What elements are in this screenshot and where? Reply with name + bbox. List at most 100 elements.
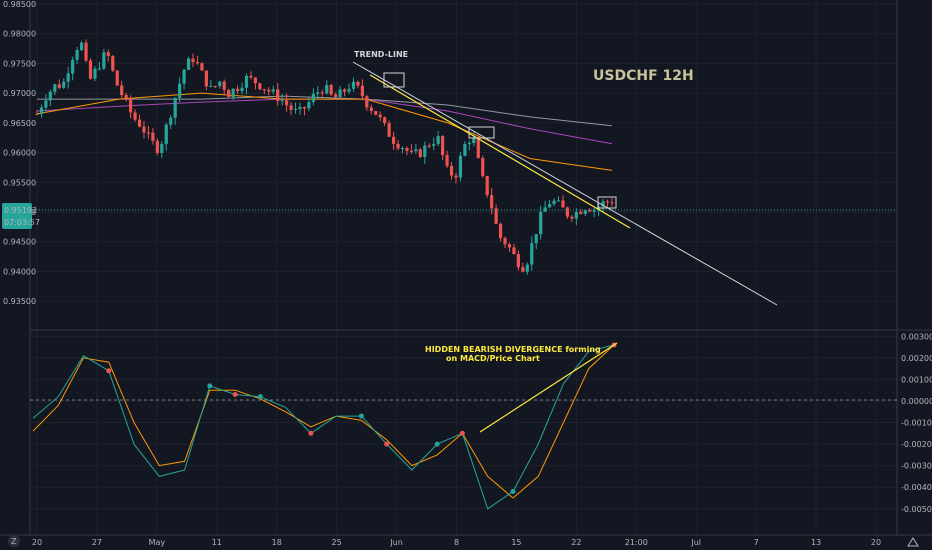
- macd-tick-label-4: -0.00100: [901, 419, 932, 428]
- tradingview-logo[interactable]: Z: [8, 535, 20, 547]
- candle-body: [93, 68, 97, 79]
- logo-circle: [8, 535, 20, 547]
- divergence-label-line-2: on MACD/Price Chart: [446, 354, 540, 363]
- macd-tick-label-1: 0.00200: [901, 354, 932, 363]
- candle-body: [539, 211, 543, 235]
- time-tick-label-4: 18: [272, 538, 282, 547]
- candle-body: [610, 202, 614, 204]
- candle-body: [418, 149, 422, 157]
- candle-body: [213, 85, 217, 87]
- current-price-badge-bg: [2, 203, 32, 229]
- price-tick-label-6: 0.95500: [3, 178, 36, 187]
- candle-body: [97, 68, 102, 70]
- price-tick-label-1: 0.98000: [3, 30, 36, 39]
- macd-cross-dot: [232, 392, 238, 398]
- candle-body: [374, 111, 378, 115]
- candle-body: [449, 165, 454, 176]
- candle-body: [316, 92, 320, 94]
- candle-body: [494, 208, 498, 224]
- candle-body: [463, 144, 467, 156]
- candle-body: [347, 88, 351, 92]
- candle-body: [605, 201, 610, 203]
- candle-body: [365, 96, 369, 108]
- settings-icon[interactable]: [907, 537, 919, 547]
- divergence-line-macd[interactable]: [479, 342, 618, 433]
- candle-body: [276, 89, 280, 101]
- candle-body: [360, 85, 364, 97]
- candle-body: [258, 83, 262, 90]
- price-tick-label-8: 0.94500: [3, 238, 36, 247]
- macd-tick-label-6: -0.00300: [901, 462, 932, 471]
- candle-body: [88, 60, 93, 79]
- candle-body: [383, 117, 387, 124]
- candle-body: [293, 108, 298, 110]
- trend-line-label: TREND-LINE: [354, 50, 408, 59]
- trend-line-white[interactable]: [352, 61, 778, 306]
- price-tick-label-4: 0.96500: [3, 119, 36, 128]
- candle-body: [111, 55, 115, 71]
- ema-line-2: [36, 92, 613, 171]
- price-tick-label-9: 0.94000: [3, 267, 36, 276]
- candle-body: [79, 42, 84, 51]
- candle-body: [182, 69, 186, 84]
- macd-cross-dot: [257, 394, 263, 400]
- candle-body: [106, 52, 110, 56]
- candle-body: [534, 234, 538, 244]
- divergence-label-line-1: HIDDEN BEARISH DIVERGENCE forming: [425, 345, 601, 354]
- candle-body: [151, 132, 155, 141]
- time-tick-label-6: Jun: [389, 538, 403, 547]
- macd-axis-ticks: 0.00300 0.00200 0.00100 0.00000 -0.00100 -0.0…: [901, 332, 932, 513]
- candle-body: [525, 264, 529, 272]
- macd-cross-dot: [207, 383, 213, 389]
- time-tick-label-7: 8: [454, 538, 459, 547]
- candle-body: [351, 81, 356, 89]
- candle-body: [454, 175, 458, 178]
- candle-body: [227, 89, 231, 98]
- candle-body: [561, 200, 565, 208]
- candle-body: [191, 58, 195, 63]
- candle-body: [467, 143, 471, 145]
- candle-body: [521, 267, 525, 272]
- candle-body: [142, 126, 146, 133]
- candle-body: [160, 143, 164, 154]
- candle-body: [146, 132, 151, 134]
- candle-body: [178, 83, 182, 98]
- candle-body: [334, 94, 338, 98]
- candle-body: [570, 216, 574, 219]
- candle-body: [133, 112, 137, 120]
- candle-body: [436, 136, 440, 145]
- time-tick-label-13: 13: [811, 538, 821, 547]
- candle-body: [62, 81, 66, 88]
- candle-body: [503, 238, 507, 245]
- candle-body: [235, 88, 240, 92]
- pivot-box-1: [383, 72, 405, 88]
- candle-body: [329, 84, 333, 95]
- candle-body: [543, 207, 547, 212]
- time-tick-label-12: 7: [754, 538, 759, 547]
- time-tick-label-5: 25: [332, 538, 342, 547]
- macd-tick-label-5: -0.00200: [901, 440, 932, 449]
- time-tick-label-14: 20: [871, 538, 881, 547]
- candle-body: [325, 84, 329, 94]
- candle-body: [574, 211, 578, 219]
- trend-line-yellow[interactable]: [369, 74, 631, 229]
- candle-body: [75, 50, 79, 60]
- candle-body: [84, 42, 88, 61]
- candle-body: [516, 254, 520, 268]
- time-tick-label-9: 22: [571, 538, 581, 547]
- macd-tick-label-7: -0.00400: [901, 483, 932, 492]
- candle-body: [285, 100, 289, 106]
- price-tick-label-3: 0.97000: [3, 89, 36, 98]
- current-price-value: 0.95192: [4, 206, 37, 215]
- candle-body: [592, 209, 596, 212]
- candle-body: [155, 140, 159, 154]
- time-tick-label-10: 21:00: [625, 538, 648, 547]
- candle-body: [427, 145, 431, 147]
- candle-body: [414, 149, 418, 152]
- macd-cross-dot: [434, 441, 440, 447]
- pivot-box-3: [597, 196, 617, 209]
- candle-body: [476, 137, 480, 158]
- candle-body: [262, 89, 266, 91]
